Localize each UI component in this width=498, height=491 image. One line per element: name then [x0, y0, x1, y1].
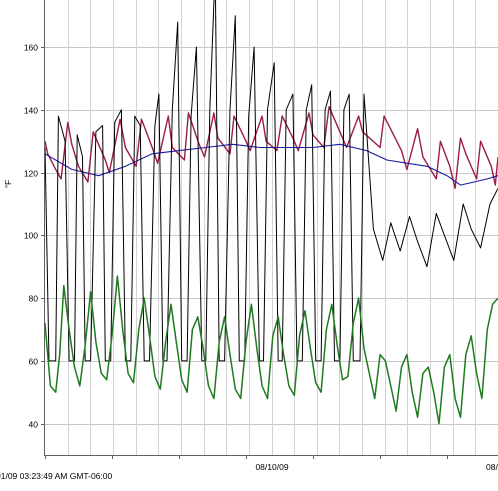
- x-axis-start-label: 01/09 03:23:49 AM GMT-06:00: [0, 471, 113, 481]
- y-tick-label: 60: [29, 357, 39, 367]
- y-tick-label: 160: [24, 43, 38, 53]
- series-line-3: [44, 275, 498, 425]
- y-tick-label: 80: [29, 294, 39, 304]
- series-line-0: [44, 105, 498, 190]
- plot-series: [44, 0, 498, 425]
- y-tick-label: 100: [24, 231, 38, 241]
- x-axis-end-label: 08/: [486, 462, 498, 472]
- y-axis-label: °F: [4, 180, 13, 188]
- x-axis: 01/09 03:23:49 AM GMT-06:00 08/10/09 08/: [0, 462, 498, 481]
- y-tick-label: 40: [29, 420, 39, 430]
- y-tick-label: 140: [24, 106, 38, 116]
- x-axis-mid-label: 08/10/09: [255, 462, 288, 472]
- y-axis: 40 60 80 100 120 140 160: [24, 43, 448, 459]
- y-tick-label: 120: [24, 169, 38, 179]
